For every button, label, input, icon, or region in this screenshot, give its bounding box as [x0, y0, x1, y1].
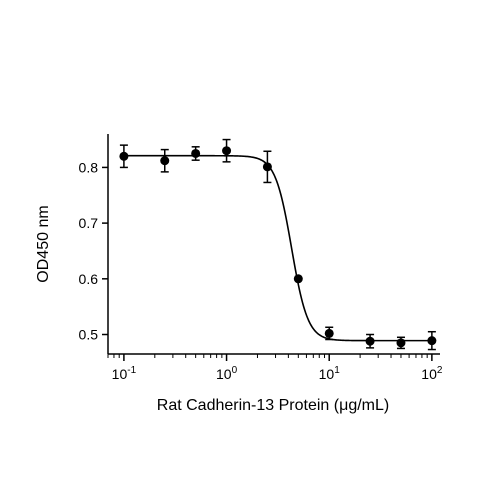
x-tick-label: 100	[216, 365, 238, 382]
data-point	[160, 156, 170, 166]
fit-curve-layer	[123, 154, 432, 342]
fit-curve	[123, 154, 432, 342]
x-tick-exponent: 1	[334, 365, 340, 376]
data-point	[324, 328, 334, 338]
data-point	[119, 151, 129, 161]
x-tick-base: 10	[421, 366, 437, 382]
x-tick-label: 102	[421, 365, 443, 382]
x-tick-exponent: -1	[127, 365, 136, 376]
y-axis-label: OD450 nm	[35, 205, 52, 282]
x-tick-label: 101	[319, 365, 341, 382]
y-tick-label: 0.7	[79, 215, 99, 231]
data-points-layer	[119, 138, 437, 351]
x-tick-base: 10	[319, 366, 335, 382]
data-point	[365, 336, 375, 346]
y-ticks: 0.5 0.6 0.7 0.8	[79, 159, 108, 343]
y-tick-label: 0.6	[79, 271, 99, 287]
x-tick-exponent: 0	[232, 365, 238, 376]
x-tick-label: 10-1	[112, 365, 137, 382]
data-point	[427, 336, 437, 346]
axes	[107, 134, 440, 355]
x-tick-exponent: 2	[437, 365, 443, 376]
x-axis-label: Rat Cadherin-13 Protein (μg/mL)	[157, 397, 389, 414]
data-point	[293, 274, 303, 284]
y-tick-label: 0.8	[79, 159, 99, 175]
x-tick-base: 10	[112, 366, 128, 382]
data-point	[222, 146, 232, 156]
x-tick-base: 10	[216, 366, 232, 382]
data-point	[191, 148, 201, 158]
y-tick-label: 0.5	[79, 327, 99, 343]
data-point	[262, 162, 272, 172]
x-ticks: 10-1 100 101 102	[107, 354, 443, 382]
data-point	[396, 338, 406, 348]
